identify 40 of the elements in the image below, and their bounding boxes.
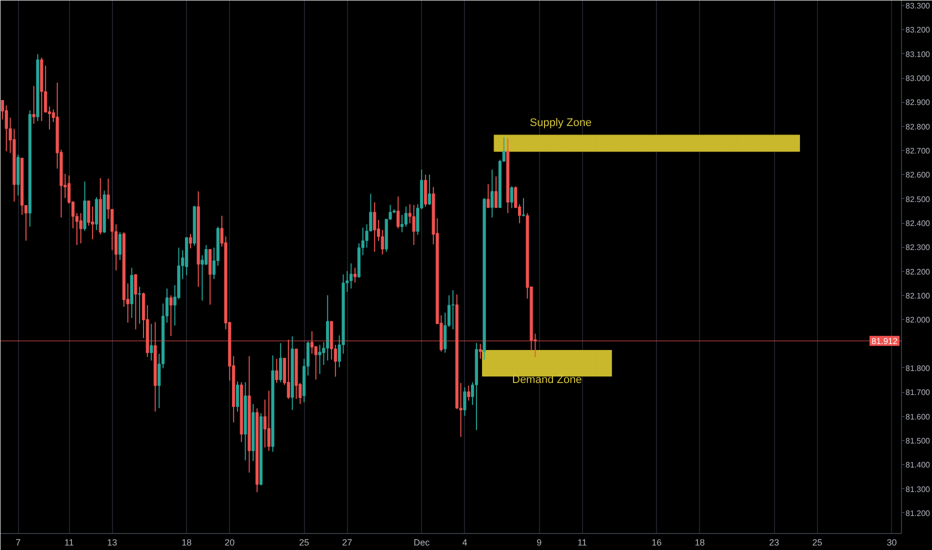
y-tick-label: 82.600 bbox=[906, 170, 931, 180]
x-tick-label: Dec bbox=[414, 538, 430, 548]
y-tick-label: 82.300 bbox=[906, 243, 931, 252]
x-tick-label: 27 bbox=[342, 538, 352, 548]
series-label: Demand Zone bbox=[512, 374, 582, 386]
x-tick-label: 11 bbox=[64, 538, 74, 548]
x-tick-label: 13 bbox=[107, 538, 118, 548]
x-tick-label: 18 bbox=[182, 538, 192, 548]
x-tick-label: 11 bbox=[578, 538, 587, 548]
x-tick-label: 16 bbox=[652, 538, 662, 548]
y-tick-label: 82.100 bbox=[906, 292, 931, 301]
y-tick-label: 81.400 bbox=[906, 460, 931, 470]
y-tick-label: 82.400 bbox=[906, 219, 931, 228]
y-tick-label: 81.800 bbox=[906, 364, 931, 373]
series-label: Supply Zone bbox=[530, 117, 592, 130]
y-tick-label: 81.300 bbox=[906, 484, 931, 494]
y-tick-label: 81.600 bbox=[906, 412, 931, 422]
y-tick-label: 83.200 bbox=[906, 26, 931, 35]
x-tick-label: 7 bbox=[16, 538, 21, 548]
x-tick-label: 30 bbox=[886, 538, 897, 548]
x-tick-label: 9 bbox=[536, 538, 542, 548]
y-tick-label: 82.800 bbox=[906, 122, 931, 132]
y-tick-label: 83.000 bbox=[906, 74, 931, 84]
x-tick-label: 20 bbox=[224, 538, 235, 548]
y-tick-label: 81.500 bbox=[906, 436, 931, 446]
ref-line-label: 81.912 bbox=[872, 336, 898, 346]
x-tick-label: 18 bbox=[694, 538, 705, 548]
y-tick-label: 81.200 bbox=[906, 508, 931, 518]
y-tick-label: 82.200 bbox=[906, 267, 931, 276]
y-tick-label: 82.000 bbox=[906, 316, 931, 325]
y-tick-label: 81.700 bbox=[906, 388, 931, 398]
x-tick-label: 25 bbox=[812, 538, 822, 548]
x-tick-label: 4 bbox=[462, 538, 468, 548]
y-tick-label: 82.500 bbox=[906, 194, 931, 204]
y-tick-label: 82.700 bbox=[906, 146, 931, 156]
y-tick-label: 83.100 bbox=[906, 50, 931, 59]
x-tick-label: 23 bbox=[769, 538, 780, 548]
x-tick-label: 25 bbox=[299, 538, 310, 548]
y-tick-label: 83.300 bbox=[906, 2, 931, 11]
y-tick-label: 82.900 bbox=[906, 98, 931, 108]
